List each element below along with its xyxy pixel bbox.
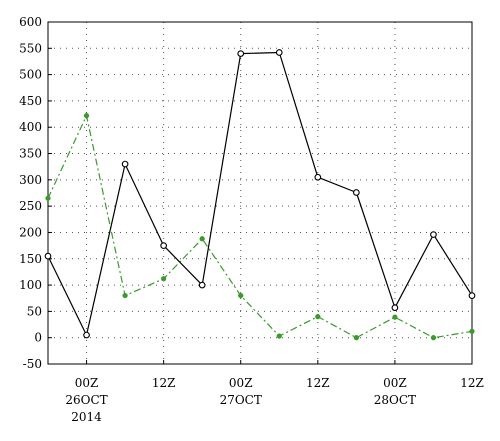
x-tick-label-line: 2014	[71, 410, 102, 424]
x-tick-label: 00Z 26OCT 2014	[65, 376, 107, 424]
series-line	[47, 115, 473, 339]
data-point	[198, 281, 206, 289]
data-point	[353, 189, 360, 196]
series-0	[44, 49, 476, 339]
x-tick-label-line: 28OCT	[374, 393, 416, 407]
x-tick-label: 00Z 28OCT	[374, 376, 416, 407]
y-tick-label: 300	[19, 173, 42, 187]
x-tick-label: 12Z	[152, 376, 176, 390]
y-tick-label: 500	[19, 68, 42, 82]
plot-frame	[47, 21, 473, 365]
data-point	[83, 113, 90, 119]
data-point	[238, 292, 244, 299]
data-point	[44, 252, 52, 260]
y-axis: -50 0 50 100 150 200 250 300 350 400 450 500 550 600	[19, 15, 52, 371]
x-tick-label-line: 00Z	[75, 376, 99, 390]
y-tick-label: 450	[19, 94, 42, 108]
x-tick-label-line: 00Z	[229, 376, 253, 390]
series-group	[44, 49, 476, 341]
y-tick-label: 400	[19, 120, 42, 134]
x-tick-label-line: 26OCT	[65, 393, 107, 407]
data-point	[275, 49, 283, 56]
y-tick-label: 550	[19, 41, 42, 55]
y-tick-label: 200	[19, 225, 42, 239]
y-tick-label: 350	[19, 147, 42, 161]
x-tick-label-line: 12Z	[152, 376, 176, 390]
data-point	[315, 313, 321, 320]
x-tick-label: 12Z	[460, 376, 484, 390]
data-point	[237, 50, 245, 57]
y-tick-label: 600	[19, 15, 42, 29]
x-tick-label: 12Z	[306, 376, 330, 390]
x-tick-label-line: 12Z	[306, 376, 330, 390]
y-tick-label: 250	[19, 199, 42, 213]
data-point	[430, 335, 437, 341]
grid-lines	[48, 22, 472, 364]
y-tick-label: 50	[27, 304, 42, 318]
data-point	[199, 236, 205, 242]
x-tick-label-line: 00Z	[383, 376, 407, 390]
x-axis: 00Z 26OCT 2014 12Z 00Z 27OCT 12Z 00Z 28OCT 12Z	[65, 360, 484, 424]
data-point	[122, 292, 128, 299]
y-tick-label: -50	[23, 357, 42, 371]
data-point	[469, 328, 475, 335]
data-point	[430, 231, 437, 238]
x-tick-label-line: 27OCT	[220, 393, 262, 407]
x-tick-label: 00Z 27OCT	[220, 376, 262, 407]
x-tick-label-line: 12Z	[460, 376, 484, 390]
data-point	[83, 331, 90, 339]
series-line	[47, 51, 473, 336]
data-point	[314, 173, 322, 181]
data-point	[391, 304, 399, 312]
series-1	[45, 113, 475, 341]
y-tick-label: 0	[34, 331, 42, 345]
data-point	[45, 195, 51, 201]
data-point	[160, 276, 167, 282]
data-point	[353, 335, 360, 341]
data-point	[468, 292, 476, 299]
data-point	[392, 314, 398, 320]
data-point	[121, 160, 129, 168]
y-tick-label: 100	[19, 278, 42, 292]
data-point	[276, 333, 282, 339]
data-point	[160, 242, 167, 249]
y-tick-label: 150	[19, 252, 42, 266]
